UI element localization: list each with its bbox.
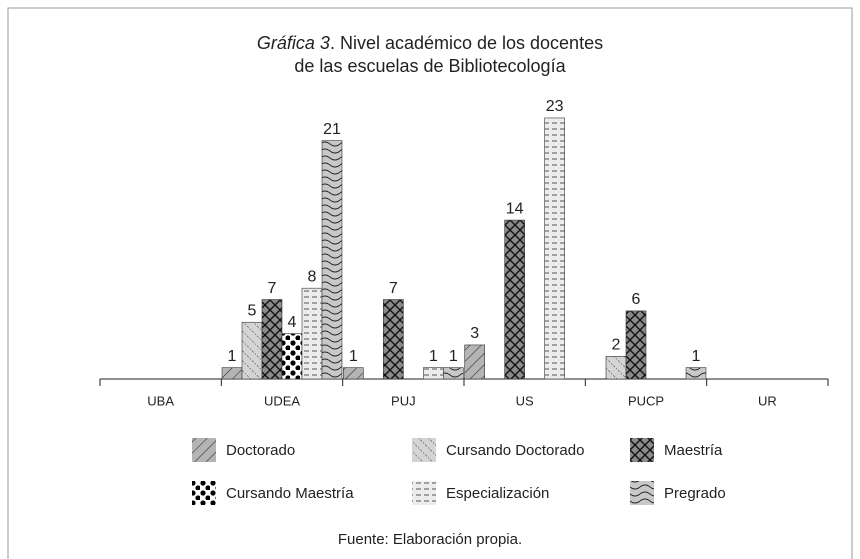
data-label: 5 bbox=[248, 302, 257, 319]
bar bbox=[281, 333, 303, 380]
data-label: 1 bbox=[349, 348, 358, 365]
bar bbox=[321, 140, 343, 380]
bar bbox=[625, 310, 647, 380]
data-label: 1 bbox=[228, 348, 237, 365]
frame bbox=[7, 7, 853, 559]
bar bbox=[423, 367, 444, 380]
bar bbox=[685, 367, 707, 380]
data-label: 1 bbox=[449, 348, 458, 365]
x-tick-label: PUCP bbox=[628, 393, 664, 408]
legend-swatch bbox=[412, 438, 436, 462]
legend-label: Especialización bbox=[446, 485, 549, 502]
x-tick-label: UBA bbox=[147, 393, 174, 408]
bar bbox=[464, 344, 485, 380]
data-label: 6 bbox=[632, 291, 641, 308]
legend-label: Maestría bbox=[664, 442, 723, 459]
bar bbox=[241, 321, 263, 380]
bar bbox=[605, 355, 627, 380]
bar bbox=[443, 367, 464, 380]
x-tick-label: PUJ bbox=[391, 393, 416, 408]
x-tick-label: UR bbox=[758, 393, 777, 408]
legend-label: Pregrado bbox=[664, 485, 726, 502]
bar bbox=[221, 367, 243, 380]
data-label: 7 bbox=[389, 280, 398, 297]
data-label: 1 bbox=[429, 348, 438, 365]
x-tick-label: US bbox=[516, 393, 534, 408]
bar bbox=[383, 299, 404, 380]
data-label: 8 bbox=[308, 268, 317, 285]
source-note: Fuente: Elaboración propia. bbox=[338, 531, 522, 548]
legend-swatch bbox=[630, 481, 654, 505]
data-label: 2 bbox=[612, 337, 621, 354]
data-label: 4 bbox=[288, 314, 297, 331]
legend-swatch bbox=[630, 438, 654, 462]
x-tick-label: UDEA bbox=[264, 393, 300, 408]
data-label: 7 bbox=[268, 280, 277, 297]
legend-label: Doctorado bbox=[226, 442, 295, 459]
legend-swatch bbox=[192, 438, 216, 462]
chart-title: de las escuelas de Bibliotecología bbox=[294, 56, 566, 76]
legend-swatch bbox=[412, 481, 436, 505]
bar bbox=[261, 299, 283, 380]
data-label: 23 bbox=[546, 98, 564, 115]
bar bbox=[504, 219, 525, 380]
data-label: 14 bbox=[506, 200, 524, 217]
bar bbox=[301, 287, 323, 380]
data-label: 3 bbox=[470, 325, 479, 342]
bar bbox=[343, 367, 364, 380]
legend-label: Cursando Doctorado bbox=[446, 442, 584, 459]
data-label: 21 bbox=[323, 121, 341, 138]
chart-title: Gráfica 3. Nivel académico de los docent… bbox=[257, 33, 603, 53]
bar bbox=[544, 117, 565, 380]
title-prefix: Gráfica 3 bbox=[257, 33, 330, 53]
title-line: . Nivel académico de los docentes bbox=[330, 33, 603, 53]
legend-label: Cursando Maestría bbox=[226, 485, 354, 502]
legend-swatch bbox=[192, 481, 216, 505]
data-label: 1 bbox=[692, 348, 701, 365]
